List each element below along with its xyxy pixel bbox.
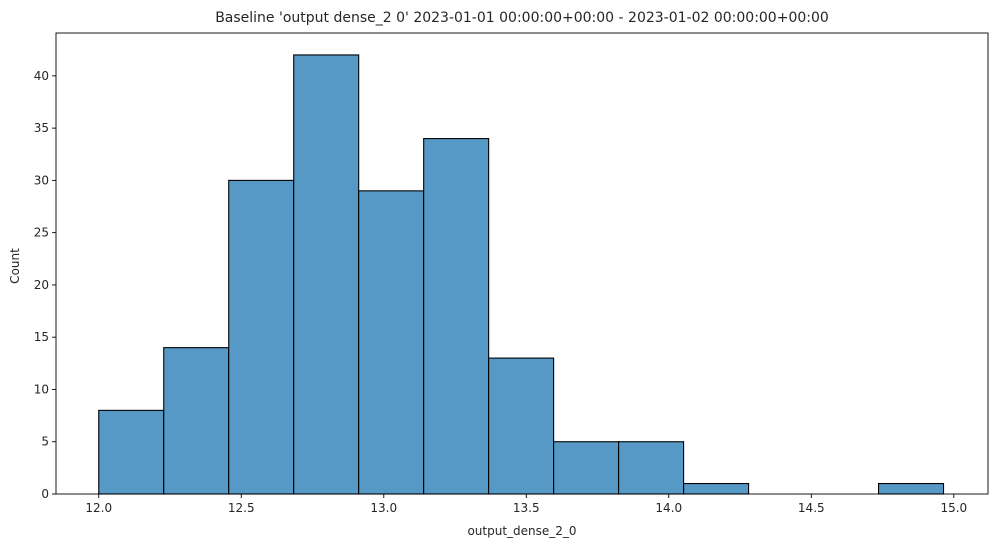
histogram-bar [228, 179, 295, 495]
x-tick-label: 13.5 [513, 501, 540, 515]
y-tick-label: 40 [34, 69, 49, 83]
plot-area: 12.0 12.5 13.0 13.5 14.0 14.5 15.0 0 5 10 15 20 25 30… [34, 32, 989, 515]
histogram-bar [358, 190, 425, 495]
x-axis-label: output_dense_2_0 [467, 524, 576, 538]
axes-frame [55, 32, 989, 495]
histogram-bar [98, 409, 165, 495]
histogram-bar [618, 441, 685, 495]
histogram-bar [683, 482, 750, 495]
y-axis-label: Count [8, 248, 22, 284]
histogram-bar [877, 482, 945, 495]
histogram-bar [293, 54, 360, 495]
y-tick-label: 15 [34, 330, 49, 344]
x-tick-label: 13.0 [370, 501, 397, 515]
histogram-bar [423, 138, 490, 495]
x-tick-label: 15.0 [940, 501, 967, 515]
y-tick-label: 5 [41, 435, 49, 449]
y-tick-label: 10 [34, 382, 49, 396]
chart-title: Baseline 'output dense_2 0' 2023-01-01 0… [215, 10, 829, 26]
x-tick-label: 12.5 [228, 501, 255, 515]
x-tick-label: 14.0 [655, 501, 682, 515]
y-tick-label: 35 [34, 121, 49, 135]
histogram-bar [163, 347, 230, 495]
histogram-bar [553, 441, 620, 495]
y-tick-label: 30 [34, 173, 49, 187]
y-tick-label: 20 [34, 278, 49, 292]
y-tick-label: 0 [41, 487, 49, 501]
x-tick-label: 14.5 [798, 501, 825, 515]
y-tick-label: 25 [34, 226, 49, 240]
histogram-bar [488, 357, 555, 495]
x-tick-label: 12.0 [85, 501, 112, 515]
